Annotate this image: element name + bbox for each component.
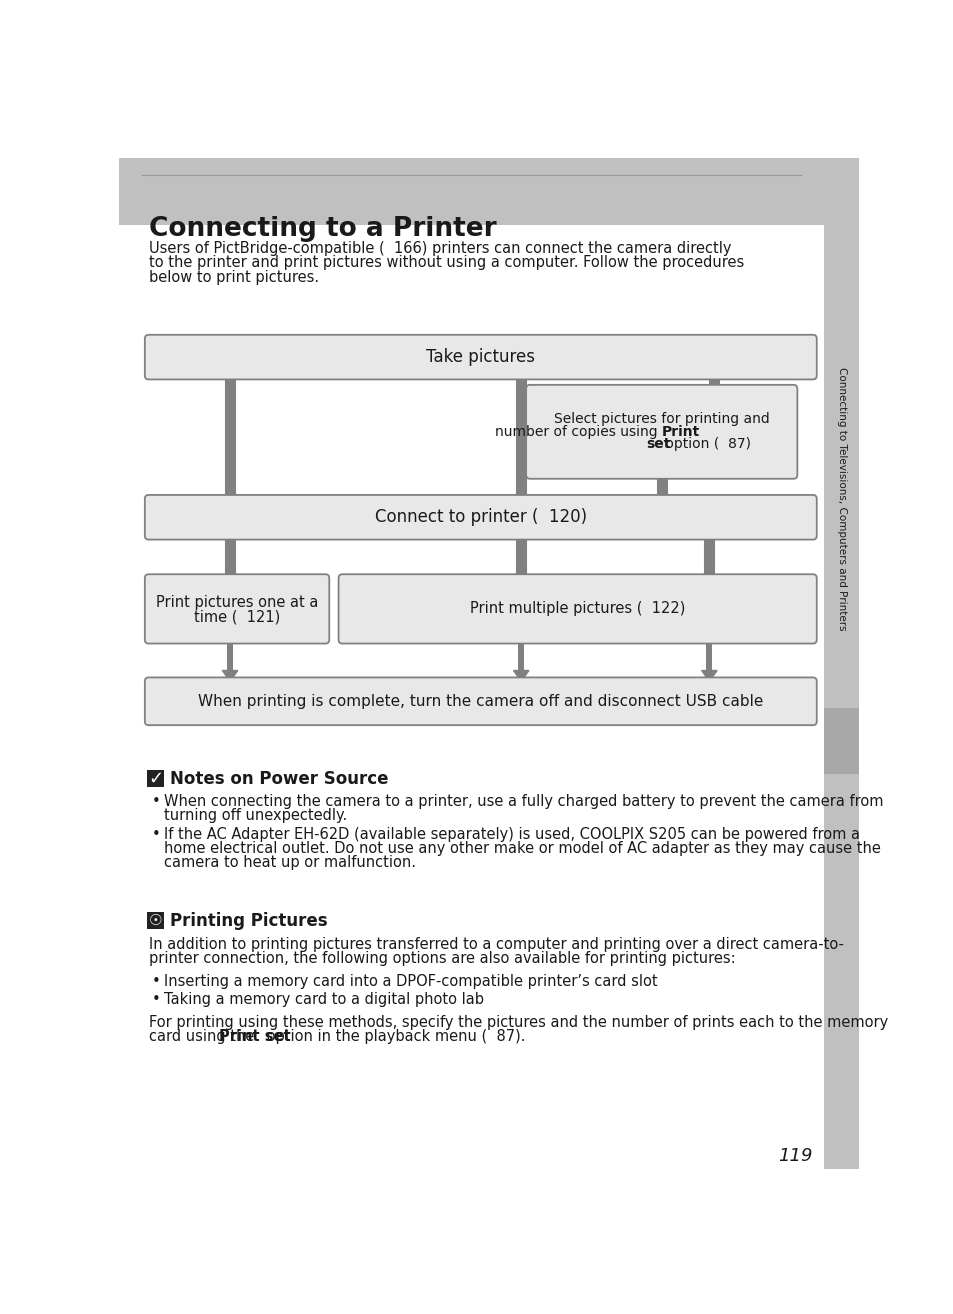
Text: card using the: card using the — [149, 1029, 258, 1043]
FancyBboxPatch shape — [525, 385, 797, 478]
Text: home electrical outlet. Do not use any other make or model of AC adapter as they: home electrical outlet. Do not use any o… — [164, 841, 881, 855]
Text: Connecting to a Printer: Connecting to a Printer — [149, 217, 496, 242]
Text: Connect to printer (  120): Connect to printer ( 120) — [375, 509, 586, 527]
Polygon shape — [700, 670, 717, 681]
Text: printer connection, the following options are also available for printing pictur: printer connection, the following option… — [149, 951, 735, 966]
Text: For printing using these methods, specify the pictures and the number of prints : For printing using these methods, specif… — [149, 1014, 887, 1030]
Text: ✓: ✓ — [148, 769, 163, 787]
Text: •: • — [152, 992, 160, 1008]
Text: Print pictures one at a: Print pictures one at a — [155, 595, 318, 610]
Bar — [119, 158, 823, 226]
FancyBboxPatch shape — [145, 495, 816, 540]
Text: Connecting to Televisions, Computers and Printers: Connecting to Televisions, Computers and… — [836, 367, 845, 631]
Text: Taking a memory card to a digital photo lab: Taking a memory card to a digital photo … — [164, 992, 484, 1008]
Text: Users of PictBridge-compatible (  166) printers can connect the camera directly: Users of PictBridge-compatible ( 166) pr… — [149, 240, 730, 256]
FancyBboxPatch shape — [145, 678, 816, 725]
Bar — [823, 158, 858, 1169]
Text: Inserting a memory card into a DPOF-compatible printer’s card slot: Inserting a memory card into a DPOF-comp… — [164, 974, 658, 989]
Text: camera to heat up or malfunction.: camera to heat up or malfunction. — [164, 854, 416, 870]
Bar — [147, 912, 164, 929]
Bar — [823, 708, 858, 774]
Bar — [517, 640, 524, 670]
Text: ☉: ☉ — [149, 913, 162, 928]
Text: set: set — [645, 438, 670, 451]
Text: number of copies using: number of copies using — [495, 424, 661, 439]
Text: Printing Pictures: Printing Pictures — [171, 912, 328, 930]
FancyBboxPatch shape — [145, 335, 816, 380]
Text: turning off unexpectedly.: turning off unexpectedly. — [164, 808, 347, 824]
Polygon shape — [513, 670, 528, 681]
Text: Print set: Print set — [219, 1029, 291, 1043]
Bar — [147, 770, 164, 787]
Text: option (  87): option ( 87) — [660, 438, 750, 451]
Text: below to print pictures.: below to print pictures. — [149, 271, 318, 285]
Text: In addition to printing pictures transferred to a computer and printing over a d: In addition to printing pictures transfe… — [149, 937, 842, 951]
Text: •: • — [152, 974, 160, 989]
Text: Notes on Power Source: Notes on Power Source — [171, 770, 389, 788]
Text: option in the playback menu (  87).: option in the playback menu ( 87). — [261, 1029, 525, 1043]
FancyBboxPatch shape — [338, 574, 816, 644]
Text: Print: Print — [661, 424, 700, 439]
Bar — [705, 640, 712, 670]
Text: time (  121): time ( 121) — [193, 610, 280, 624]
Bar — [227, 640, 233, 670]
Polygon shape — [222, 670, 237, 681]
Text: •: • — [152, 827, 160, 842]
FancyBboxPatch shape — [145, 574, 329, 644]
Text: Print multiple pictures (  122): Print multiple pictures ( 122) — [470, 602, 684, 616]
Text: Take pictures: Take pictures — [426, 348, 535, 367]
Text: When connecting the camera to a printer, use a fully charged battery to prevent : When connecting the camera to a printer,… — [164, 795, 882, 809]
Text: to the printer and print pictures without using a computer. Follow the procedure: to the printer and print pictures withou… — [149, 255, 743, 271]
Text: If the AC Adapter EH-62D (available separately) is used, COOLPIX S205 can be pow: If the AC Adapter EH-62D (available sepa… — [164, 827, 860, 842]
Text: When printing is complete, turn the camera off and disconnect USB cable: When printing is complete, turn the came… — [198, 694, 762, 708]
Text: •: • — [152, 795, 160, 809]
Text: 119: 119 — [778, 1147, 812, 1166]
Text: Select pictures for printing and: Select pictures for printing and — [554, 413, 769, 427]
